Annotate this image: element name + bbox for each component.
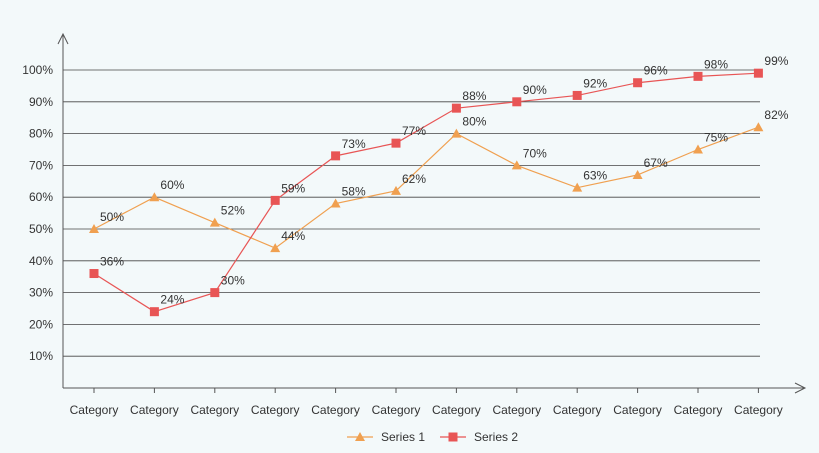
data-point <box>693 71 703 81</box>
data-point <box>633 78 643 88</box>
data-label: 90% <box>523 83 547 97</box>
data-point <box>632 169 643 179</box>
data-label: 92% <box>583 76 607 90</box>
legend-item: Series 1 <box>347 430 425 444</box>
data-label: 50% <box>100 210 124 224</box>
gridlines <box>63 69 760 357</box>
data-label: 24% <box>160 293 184 307</box>
data-point <box>572 90 582 100</box>
data-label: 80% <box>462 115 486 129</box>
x-tick-label: Category <box>311 403 360 417</box>
data-point <box>149 192 160 202</box>
data-label: 88% <box>462 89 486 103</box>
data-label: 77% <box>402 124 426 138</box>
data-point <box>210 288 220 298</box>
data-label: 59% <box>281 181 305 195</box>
data-point <box>451 128 462 138</box>
axes <box>57 32 807 394</box>
x-tick-label: Category <box>492 403 541 417</box>
x-tick-label: Category <box>372 403 421 417</box>
data-label: 36% <box>100 255 124 269</box>
x-tick-label: Category <box>70 403 119 417</box>
x-tick-label: Category <box>613 403 662 417</box>
data-point <box>753 122 764 132</box>
legend-item: Series 2 <box>440 430 518 444</box>
data-point <box>693 144 703 154</box>
x-axis-arrow <box>794 382 807 394</box>
data-label: 75% <box>704 131 728 145</box>
data-point <box>270 195 280 205</box>
y-tick-label: 80% <box>29 127 53 141</box>
data-point <box>753 68 763 78</box>
data-label: 99% <box>764 54 788 68</box>
x-tick-label: Category <box>432 403 481 417</box>
x-tick-label: Category <box>130 403 179 417</box>
data-point <box>331 151 341 161</box>
data-point <box>391 138 401 148</box>
y-axis-arrow <box>57 32 69 45</box>
data-label: 30% <box>221 274 245 288</box>
data-point <box>149 307 159 317</box>
y-tick-label: 70% <box>29 158 53 172</box>
x-axis-tick-labels: Category Category Category Category Category… <box>70 403 783 417</box>
data-point <box>511 160 522 170</box>
y-tick-label: 60% <box>29 190 53 204</box>
legend-label: Series 2 <box>474 430 518 444</box>
data-point <box>512 97 522 107</box>
series-line <box>93 126 759 249</box>
legend-marker <box>448 432 458 442</box>
data-label: 60% <box>160 178 184 192</box>
data-point <box>270 243 281 253</box>
legend-label: Series 1 <box>381 430 425 444</box>
y-tick-label: 50% <box>29 222 53 236</box>
data-label: 44% <box>281 229 305 243</box>
series-line <box>93 72 759 313</box>
data-point <box>391 185 401 195</box>
y-tick-label: 90% <box>29 95 53 109</box>
legend-marker <box>355 432 365 441</box>
data-point <box>330 198 341 208</box>
y-tick-label: 20% <box>29 317 53 331</box>
data-label: 73% <box>342 137 366 151</box>
series-2: 36% 24% 30% 59% 73% 77% 88% 90% 92% 96% 98% 99% <box>89 54 789 317</box>
y-tick-label: 100% <box>22 63 53 77</box>
y-tick-label: 40% <box>29 254 53 268</box>
data-point <box>89 269 99 279</box>
data-point <box>572 182 583 192</box>
x-tick-label: Category <box>734 403 783 417</box>
series-1: 50% 60% 52% 44% 58% 62% 80% 70% 63% 67% 75% 82% <box>89 108 789 253</box>
x-tick-label: Category <box>190 403 239 417</box>
y-axis-tick-labels: 10% 20% 30% 40% 50% 60% 70% 80% 90% 100% <box>22 63 53 363</box>
data-label: 96% <box>644 64 668 78</box>
legend: Series 1 Series 2 <box>347 430 518 444</box>
y-tick-label: 30% <box>29 286 53 300</box>
x-tick-label: Category <box>251 403 300 417</box>
data-label: 82% <box>764 108 788 122</box>
data-label: 63% <box>583 169 607 183</box>
data-label: 67% <box>644 156 668 170</box>
data-point <box>89 224 99 233</box>
data-label: 70% <box>523 146 547 160</box>
x-tick-label: Category <box>553 403 602 417</box>
data-point <box>209 217 220 227</box>
y-tick-label: 10% <box>29 349 53 363</box>
data-point <box>451 103 461 113</box>
data-label: 98% <box>704 57 728 71</box>
series-group: 50% 60% 52% 44% 58% 62% 80% 70% 63% 67% 75% 82% 36% 2… <box>89 54 789 317</box>
data-label: 62% <box>402 172 426 186</box>
data-label: 52% <box>221 204 245 218</box>
data-label: 58% <box>342 185 366 199</box>
x-tick-label: Category <box>674 403 723 417</box>
